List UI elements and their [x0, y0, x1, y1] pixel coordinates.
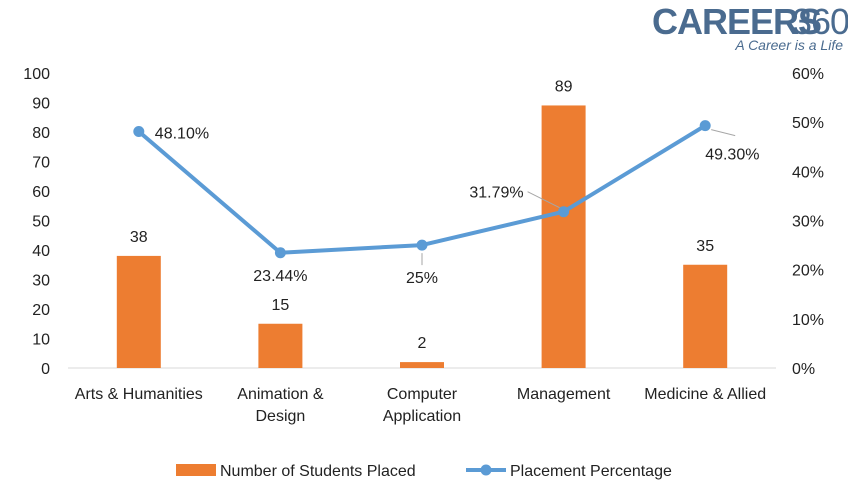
right-axis-ticks: 0% 10% 20% 30% 40% 50% 60%	[792, 66, 824, 378]
bar-series	[116, 105, 728, 368]
line-data-labels: 48.10% 23.44% 25% 31.79% 49.30%	[155, 126, 760, 288]
line-value-label: 49.30%	[705, 147, 759, 164]
category-label-line: Design	[255, 408, 305, 425]
right-tick-label: 50%	[792, 115, 824, 132]
left-tick-label: 60	[32, 184, 50, 201]
category-label: Medicine & Allied	[644, 386, 766, 403]
left-tick-label: 20	[32, 302, 50, 319]
logo-number: 360	[792, 1, 848, 42]
logo: CAREERS 360 A Career is a Life	[652, 1, 848, 53]
line-value-label: 48.10%	[155, 126, 209, 143]
left-tick-label: 10	[32, 332, 50, 349]
bar	[541, 105, 586, 368]
line-value-label: 31.79%	[469, 185, 523, 202]
label-leader-line	[527, 191, 560, 209]
legend: Number of Students Placed Placement Perce…	[176, 463, 672, 480]
category-label: Computer Application	[383, 386, 461, 425]
line-series	[133, 120, 711, 259]
category-label: Animation & Design	[237, 386, 324, 425]
legend-swatch-bar	[176, 464, 216, 476]
category-label-line: Medicine & Allied	[644, 386, 766, 403]
line-point	[274, 247, 286, 259]
category-labels: Arts & Humanities Animation & Design Comput…	[75, 386, 766, 425]
category-label-line: Computer	[387, 386, 458, 403]
line-point	[558, 206, 570, 218]
category-label: Management	[517, 386, 611, 403]
left-tick-label: 50	[32, 214, 50, 231]
category-label-line: Arts & Humanities	[75, 386, 203, 403]
bar	[400, 362, 444, 368]
left-tick-label: 70	[32, 155, 50, 172]
category-label-line: Application	[383, 408, 461, 425]
bar-value-label: 38	[130, 229, 148, 246]
legend-label-line: Placement Percentage	[510, 463, 672, 480]
left-tick-label: 40	[32, 243, 50, 260]
line-value-label: 25%	[406, 270, 438, 287]
left-tick-label: 30	[32, 273, 50, 290]
right-tick-label: 20%	[792, 263, 824, 280]
bar-value-label: 2	[418, 335, 427, 352]
category-label-line: Animation &	[237, 386, 324, 403]
right-tick-label: 10%	[792, 312, 824, 329]
right-tick-label: 60%	[792, 66, 824, 83]
right-tick-label: 0%	[792, 361, 815, 378]
bar-value-label: 89	[555, 78, 573, 95]
legend-label-bar: Number of Students Placed	[220, 463, 416, 480]
right-tick-label: 30%	[792, 214, 824, 231]
left-tick-label: 80	[32, 125, 50, 142]
left-tick-label: 90	[32, 96, 50, 113]
logo-brand: CAREERS	[652, 1, 821, 42]
left-axis-ticks: 0 10 20 30 40 50 60 70 80 90 100	[23, 66, 50, 378]
line-point	[133, 126, 145, 138]
label-leader-line	[711, 129, 736, 137]
bar-value-label: 35	[696, 238, 714, 255]
bar	[116, 255, 161, 368]
line-point	[416, 239, 428, 251]
legend-swatch-marker	[480, 464, 492, 476]
bar-value-label: 15	[272, 297, 290, 314]
category-label: Arts & Humanities	[75, 386, 203, 403]
right-tick-label: 40%	[792, 164, 824, 181]
bar	[683, 264, 728, 368]
line-value-label: 23.44%	[253, 268, 307, 285]
bar	[258, 323, 303, 368]
line-point	[699, 120, 711, 132]
category-label-line: Management	[517, 386, 611, 403]
series-line	[137, 123, 707, 255]
left-tick-label: 0	[41, 361, 50, 378]
bar-data-labels: 38 15 2 89 35	[130, 78, 714, 352]
left-tick-label: 100	[23, 66, 50, 83]
logo-tagline: A Career is a Life	[734, 37, 843, 53]
